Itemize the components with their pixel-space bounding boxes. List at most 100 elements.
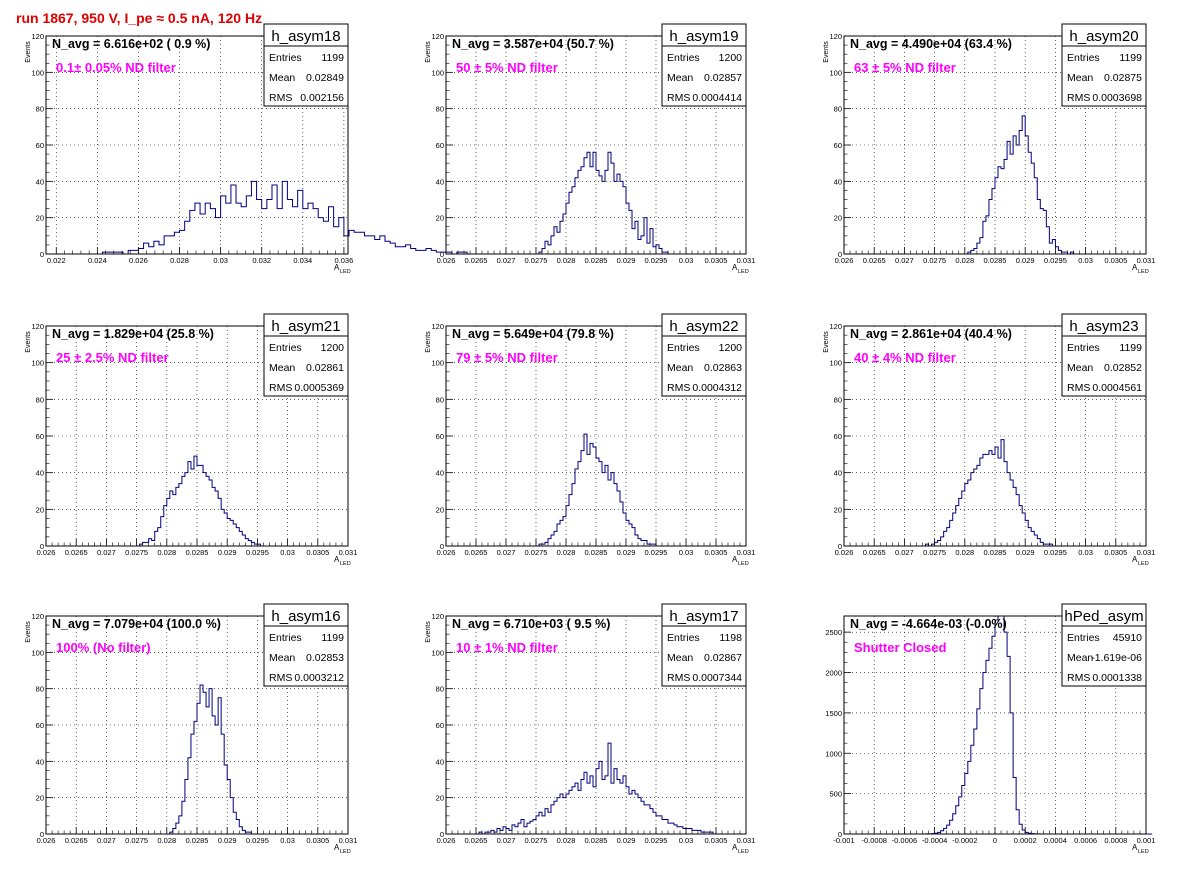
stats-value: 45910 [1113,632,1142,644]
histogram-bin [200,685,203,834]
x-tick-label: 0.0265 [863,548,886,557]
x-tick-label: 0.0006 [1074,836,1097,845]
histogram-bin [638,798,641,834]
histogram-bin [605,170,608,254]
x-tick-label: 0.0285 [984,256,1007,265]
histogram-bin [215,218,220,254]
y-tick-label: 40 [834,469,842,478]
x-tick-label: 0.0285 [186,548,209,557]
histogram-bin [179,484,182,546]
histogram-bin [241,207,246,254]
y-tick-label: 40 [436,757,444,766]
y-tick-label: 80 [36,395,44,404]
y-tick-label: 40 [36,757,44,766]
filter-annotation: 100% (No filter) [56,640,151,655]
histogram-bin [1022,116,1025,254]
y-tick-label: 100 [431,68,444,77]
histogram-bin [602,780,605,835]
x-axis-title-subscript: LED [1138,849,1149,855]
histogram-bin [968,480,971,546]
histogram-bin [421,250,426,254]
histogram-bin [205,203,210,254]
x-tick-label: 0.028 [955,256,974,265]
stats-value: 1199 [321,52,344,64]
stats-value: 0.0004561 [1092,382,1142,394]
y-tick-label: 120 [31,32,44,41]
x-tick-label: 0.027 [497,548,516,557]
stats-label: RMS [667,382,690,394]
histogram-bin [308,203,313,254]
filter-annotation: 0.1± 0.05% ND filter [56,60,176,75]
x-tick-label: 0.029 [218,548,237,557]
y-tick-label: 120 [431,32,444,41]
stats-value: 0.02857 [704,72,742,84]
x-tick-label: 0.0285 [585,256,608,265]
y-tick-label: 0 [440,830,444,839]
y-tick-label: 20 [834,214,842,223]
histogram-bin [974,469,977,546]
y-tick-label: 80 [36,105,44,114]
histogram-bin [1004,632,1007,834]
histogram-bin [998,167,1001,254]
stats-label: RMS [667,92,690,104]
histogram-bin [182,476,185,546]
histogram-bin [400,247,405,254]
histogram-bin [965,484,968,546]
stats-value: 0.0003698 [1092,92,1142,104]
y-axis-title: Events [425,331,432,353]
stats-value: 1200 [321,342,345,354]
stats-label: RMS [269,382,292,394]
histogram-bin [203,473,206,546]
x-axis-title-subscript: LED [738,269,749,275]
histogram-bin [983,454,986,546]
histogram-bin [656,816,659,834]
histogram-bin [144,243,149,254]
y-tick-label: 60 [436,432,444,441]
stats-label: Entries [1067,342,1100,354]
y-tick-label: 80 [436,105,444,114]
x-tick-label: 0.028 [955,548,974,557]
x-tick-label: 0.028 [557,548,576,557]
y-tick-label: 0 [838,250,842,259]
x-tick-label: 0.0265 [465,836,488,845]
histogram-bin [563,517,566,546]
histogram-bin [566,794,569,834]
stats-value: 1198 [719,632,742,644]
x-tick-label: 0.0295 [645,256,668,265]
histogram-bin [590,167,593,254]
histogram-bin [578,462,581,546]
x-tick-label: 0 [993,836,997,845]
stats-value: 0.02867 [704,652,742,664]
histogram-bin [500,830,503,834]
y-axis-title: Events [425,621,432,643]
x-tick-label: 0.0295 [645,836,668,845]
x-axis-title-subscript: LED [1138,561,1149,567]
x-tick-label: 0.001 [1137,836,1156,845]
x-tick-label: 0.0295 [246,548,269,557]
x-tick-label: 0.0285 [585,548,608,557]
histogram-bin [995,447,998,546]
histogram-bin [989,648,992,834]
histogram-bin [194,456,197,546]
y-axis-title: Events [823,41,830,63]
histogram-bin [272,185,277,254]
histogram-bin [349,230,354,254]
navg-label: N_avg = 5.649e+04 (79.8 %) [452,327,614,341]
histogram-bin [1019,130,1022,254]
histogram-bin [1049,243,1052,254]
histogram-bin [1001,616,1004,834]
y-tick-label: 0 [838,830,842,839]
x-tick-label: 0.029 [617,256,636,265]
histogram-bin [1010,154,1013,254]
histogram-bin [608,480,611,546]
histogram-bin [375,239,380,254]
y-tick-label: 0 [40,250,44,259]
histogram-bin [977,465,980,546]
x-tick-label: 0.03 [1078,548,1093,557]
histogram-bin [557,232,560,254]
x-tick-label: 0.031 [1137,548,1156,557]
y-tick-label: 60 [834,141,842,150]
x-tick-label: -0.0008 [861,836,886,845]
histogram-bin [632,790,635,834]
